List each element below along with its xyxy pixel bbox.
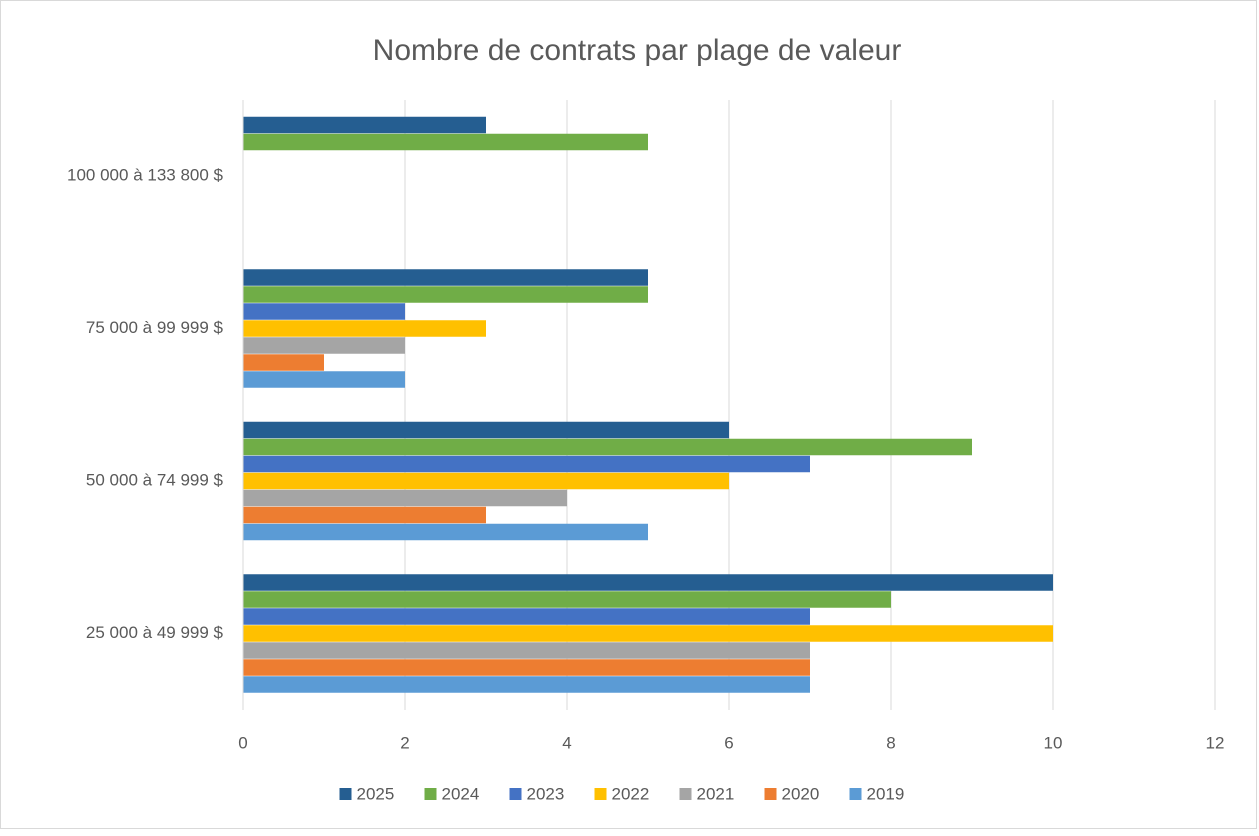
bar: [243, 489, 567, 507]
x-tick-label: 2: [400, 733, 409, 752]
y-tick-label: 50 000 à 74 999 $: [86, 471, 224, 490]
bar: [243, 506, 486, 524]
bar: [243, 591, 891, 608]
bar: [243, 574, 1053, 591]
legend-swatch: [679, 788, 692, 800]
x-tick-label: 6: [724, 733, 733, 752]
legend-label: 2021: [697, 784, 735, 803]
x-tick-label: 10: [1044, 733, 1063, 752]
x-tick-label: 0: [238, 733, 247, 752]
legend-label: 2024: [442, 784, 480, 803]
bar: [243, 438, 972, 456]
legend-label: 2025: [357, 784, 395, 803]
y-tick-label: 100 000 à 133 800 $: [67, 166, 224, 185]
bar: [243, 659, 810, 676]
legend-label: 2023: [527, 784, 565, 803]
bar: [243, 354, 324, 371]
y-tick-label: 75 000 à 99 999 $: [86, 318, 224, 337]
x-tick-label: 12: [1206, 733, 1225, 752]
legend-swatch: [764, 788, 777, 800]
legend-swatch: [339, 788, 352, 800]
y-tick-label: 25 000 à 49 999 $: [86, 623, 224, 642]
chart-title: Nombre de contrats par plage de valeur: [373, 34, 902, 67]
legend-swatch: [424, 788, 437, 800]
bar: [243, 472, 729, 490]
bar: [243, 676, 810, 693]
bar: [243, 286, 648, 303]
bar: [243, 371, 405, 388]
bar: [243, 523, 648, 541]
bar: [243, 455, 810, 473]
bar: [243, 625, 1053, 642]
legend-label: 2022: [612, 784, 650, 803]
legend-label: 2020: [782, 784, 820, 803]
bar: [243, 133, 648, 151]
bar: [243, 269, 648, 286]
bar: [243, 421, 729, 439]
x-tick-label: 4: [562, 733, 571, 752]
legend-label: 2019: [867, 784, 905, 803]
legend-swatch: [849, 788, 862, 800]
x-tick-label: 8: [886, 733, 895, 752]
legend-swatch: [594, 788, 607, 800]
bar: [243, 320, 486, 337]
bar: [243, 642, 810, 659]
legend-swatch: [509, 788, 522, 800]
bar: [243, 116, 486, 134]
bar: [243, 337, 405, 354]
bar: [243, 303, 405, 320]
bar: [243, 608, 810, 625]
